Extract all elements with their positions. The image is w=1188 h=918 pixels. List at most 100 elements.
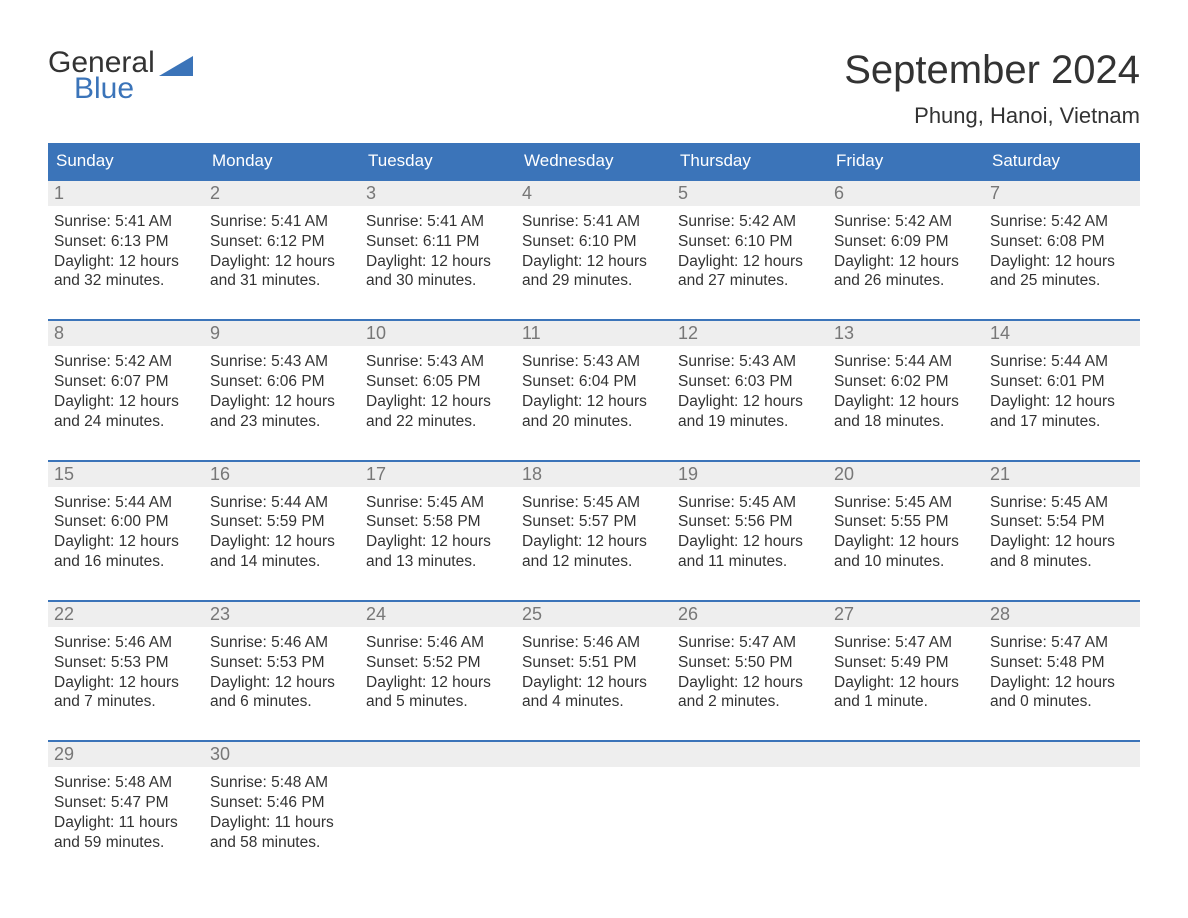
sunrise-text: Sunrise: 5:42 AM bbox=[678, 212, 822, 232]
day-number: 15 bbox=[48, 462, 204, 487]
daylight-line2: and 2 minutes. bbox=[678, 692, 822, 712]
day-number bbox=[516, 742, 672, 767]
daylight-line2: and 30 minutes. bbox=[366, 271, 510, 291]
sunrise-text: Sunrise: 5:42 AM bbox=[990, 212, 1134, 232]
daynum-row: 15161718192021 bbox=[48, 462, 1140, 487]
daylight-line1: Daylight: 12 hours bbox=[54, 252, 198, 272]
sunset-text: Sunset: 5:55 PM bbox=[834, 512, 978, 532]
day-number: 12 bbox=[672, 321, 828, 346]
daylight-line1: Daylight: 12 hours bbox=[54, 392, 198, 412]
sunrise-text: Sunrise: 5:41 AM bbox=[54, 212, 198, 232]
page-title: September 2024 bbox=[844, 48, 1140, 93]
daylight-line1: Daylight: 12 hours bbox=[834, 673, 978, 693]
sunrise-text: Sunrise: 5:48 AM bbox=[210, 773, 354, 793]
day-cell: Sunrise: 5:44 AMSunset: 6:02 PMDaylight:… bbox=[828, 346, 984, 439]
sunset-text: Sunset: 5:49 PM bbox=[834, 653, 978, 673]
logo: General Blue bbox=[48, 48, 193, 104]
daylight-line1: Daylight: 12 hours bbox=[990, 252, 1134, 272]
daylight-line1: Daylight: 11 hours bbox=[210, 813, 354, 833]
calendar-week: 22232425262728Sunrise: 5:46 AMSunset: 5:… bbox=[48, 600, 1140, 720]
page: General Blue September 2024 Phung, Hanoi… bbox=[0, 0, 1188, 861]
day-number: 21 bbox=[984, 462, 1140, 487]
day-cell bbox=[516, 767, 672, 860]
daylight-line2: and 31 minutes. bbox=[210, 271, 354, 291]
sunrise-text: Sunrise: 5:46 AM bbox=[522, 633, 666, 653]
day-cell: Sunrise: 5:45 AMSunset: 5:54 PMDaylight:… bbox=[984, 487, 1140, 580]
daylight-line2: and 10 minutes. bbox=[834, 552, 978, 572]
col-header-saturday: Saturday bbox=[984, 143, 1140, 179]
sunrise-text: Sunrise: 5:43 AM bbox=[678, 352, 822, 372]
col-header-sunday: Sunday bbox=[48, 143, 204, 179]
day-cell: Sunrise: 5:48 AMSunset: 5:46 PMDaylight:… bbox=[204, 767, 360, 860]
daylight-line1: Daylight: 12 hours bbox=[834, 392, 978, 412]
daylight-line1: Daylight: 12 hours bbox=[522, 532, 666, 552]
day-number bbox=[984, 742, 1140, 767]
daylight-line2: and 29 minutes. bbox=[522, 271, 666, 291]
day-cell: Sunrise: 5:46 AMSunset: 5:53 PMDaylight:… bbox=[48, 627, 204, 720]
day-cell: Sunrise: 5:44 AMSunset: 5:59 PMDaylight:… bbox=[204, 487, 360, 580]
location-text: Phung, Hanoi, Vietnam bbox=[844, 103, 1140, 129]
daylight-line2: and 12 minutes. bbox=[522, 552, 666, 572]
day-number: 18 bbox=[516, 462, 672, 487]
sunrise-text: Sunrise: 5:42 AM bbox=[834, 212, 978, 232]
day-cell: Sunrise: 5:46 AMSunset: 5:53 PMDaylight:… bbox=[204, 627, 360, 720]
col-header-wednesday: Wednesday bbox=[516, 143, 672, 179]
day-number: 26 bbox=[672, 602, 828, 627]
calendar-week: 2930Sunrise: 5:48 AMSunset: 5:47 PMDayli… bbox=[48, 740, 1140, 860]
daylight-line1: Daylight: 12 hours bbox=[366, 252, 510, 272]
day-cell: Sunrise: 5:48 AMSunset: 5:47 PMDaylight:… bbox=[48, 767, 204, 860]
sunrise-text: Sunrise: 5:45 AM bbox=[366, 493, 510, 513]
daylight-line2: and 16 minutes. bbox=[54, 552, 198, 572]
day-cell: Sunrise: 5:41 AMSunset: 6:12 PMDaylight:… bbox=[204, 206, 360, 299]
daylight-line1: Daylight: 11 hours bbox=[54, 813, 198, 833]
daylight-line2: and 20 minutes. bbox=[522, 412, 666, 432]
sunset-text: Sunset: 6:00 PM bbox=[54, 512, 198, 532]
day-cell: Sunrise: 5:47 AMSunset: 5:50 PMDaylight:… bbox=[672, 627, 828, 720]
daylight-line1: Daylight: 12 hours bbox=[990, 532, 1134, 552]
day-number bbox=[360, 742, 516, 767]
sunset-text: Sunset: 5:47 PM bbox=[54, 793, 198, 813]
sunrise-text: Sunrise: 5:46 AM bbox=[210, 633, 354, 653]
daynum-row: 22232425262728 bbox=[48, 602, 1140, 627]
day-cell: Sunrise: 5:42 AMSunset: 6:10 PMDaylight:… bbox=[672, 206, 828, 299]
day-number bbox=[828, 742, 984, 767]
day-cell: Sunrise: 5:44 AMSunset: 6:01 PMDaylight:… bbox=[984, 346, 1140, 439]
sunset-text: Sunset: 6:10 PM bbox=[522, 232, 666, 252]
daylight-line2: and 19 minutes. bbox=[678, 412, 822, 432]
daylight-line2: and 5 minutes. bbox=[366, 692, 510, 712]
day-cell: Sunrise: 5:42 AMSunset: 6:07 PMDaylight:… bbox=[48, 346, 204, 439]
calendar-week: 15161718192021Sunrise: 5:44 AMSunset: 6:… bbox=[48, 460, 1140, 580]
title-block: September 2024 Phung, Hanoi, Vietnam bbox=[844, 48, 1140, 129]
daylight-line1: Daylight: 12 hours bbox=[522, 252, 666, 272]
day-cell: Sunrise: 5:41 AMSunset: 6:10 PMDaylight:… bbox=[516, 206, 672, 299]
daylight-line1: Daylight: 12 hours bbox=[366, 673, 510, 693]
sunrise-text: Sunrise: 5:48 AM bbox=[54, 773, 198, 793]
day-cell: Sunrise: 5:45 AMSunset: 5:58 PMDaylight:… bbox=[360, 487, 516, 580]
sunset-text: Sunset: 6:08 PM bbox=[990, 232, 1134, 252]
sunrise-text: Sunrise: 5:46 AM bbox=[54, 633, 198, 653]
header-row: General Blue September 2024 Phung, Hanoi… bbox=[48, 48, 1140, 129]
daynum-row: 1234567 bbox=[48, 181, 1140, 206]
daylight-line1: Daylight: 12 hours bbox=[990, 392, 1134, 412]
daylight-line2: and 18 minutes. bbox=[834, 412, 978, 432]
day-number: 23 bbox=[204, 602, 360, 627]
sunrise-text: Sunrise: 5:43 AM bbox=[366, 352, 510, 372]
sunrise-text: Sunrise: 5:45 AM bbox=[834, 493, 978, 513]
daylight-line1: Daylight: 12 hours bbox=[210, 532, 354, 552]
sunset-text: Sunset: 6:04 PM bbox=[522, 372, 666, 392]
sunset-text: Sunset: 6:13 PM bbox=[54, 232, 198, 252]
day-cell: Sunrise: 5:47 AMSunset: 5:49 PMDaylight:… bbox=[828, 627, 984, 720]
day-cell: Sunrise: 5:41 AMSunset: 6:13 PMDaylight:… bbox=[48, 206, 204, 299]
day-number: 14 bbox=[984, 321, 1140, 346]
calendar-week: 891011121314Sunrise: 5:42 AMSunset: 6:07… bbox=[48, 319, 1140, 439]
daylight-line1: Daylight: 12 hours bbox=[54, 532, 198, 552]
sunset-text: Sunset: 5:56 PM bbox=[678, 512, 822, 532]
day-number: 30 bbox=[204, 742, 360, 767]
daynum-row: 2930 bbox=[48, 742, 1140, 767]
sunrise-text: Sunrise: 5:41 AM bbox=[366, 212, 510, 232]
sunset-text: Sunset: 6:01 PM bbox=[990, 372, 1134, 392]
day-cell: Sunrise: 5:45 AMSunset: 5:55 PMDaylight:… bbox=[828, 487, 984, 580]
daylight-line1: Daylight: 12 hours bbox=[522, 673, 666, 693]
sunrise-text: Sunrise: 5:47 AM bbox=[834, 633, 978, 653]
daylight-line2: and 0 minutes. bbox=[990, 692, 1134, 712]
